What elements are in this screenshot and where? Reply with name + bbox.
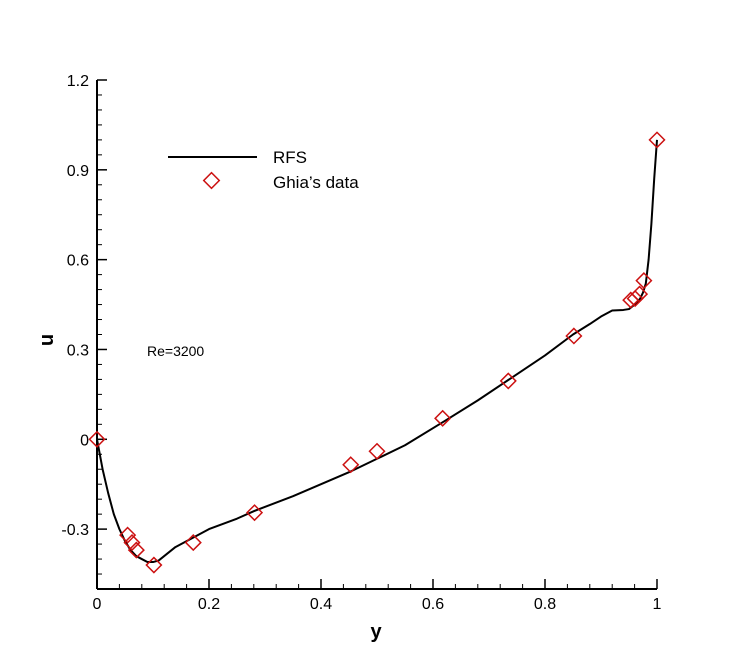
ghia-data-point — [565, 327, 583, 345]
ticks — [96, 79, 658, 590]
y-tick-label: 0.6 — [67, 253, 89, 270]
x-axis-title: y — [370, 621, 382, 643]
re-annotation: Re=3200 — [147, 343, 204, 359]
y-tick-label: 0.3 — [67, 342, 89, 359]
ghia-data-point — [88, 430, 106, 448]
y-axis-title: u — [36, 334, 58, 346]
x-tick-label: 1 — [653, 596, 662, 613]
ghia-data-point — [245, 504, 264, 522]
ghia-data-point — [342, 456, 360, 474]
x-tick-label: 0.4 — [310, 596, 332, 613]
ghia-data-point — [145, 556, 163, 574]
x-tick-label: 0.2 — [198, 596, 220, 613]
x-tick-label: 0 — [93, 596, 102, 613]
y-tick-label: 0.9 — [67, 163, 89, 180]
legend-rfs-label: RFS — [273, 148, 307, 167]
tick-labels: 0 0.2 0.4 0.6 0.8 1 -0.3 0 0.3 0.6 0.9 1.2 — [61, 73, 661, 613]
ghia-data-point — [127, 541, 145, 559]
ghia-data-point — [635, 272, 653, 290]
ghia-data-point — [434, 409, 452, 427]
legend: RFS Ghia’s data — [168, 148, 359, 192]
ghia-data-point — [630, 285, 649, 303]
ghia-data-point — [368, 442, 386, 460]
y-tick-label: 0 — [80, 432, 89, 449]
ghia-data-point — [119, 526, 137, 544]
x-tick-label: 0.6 — [422, 596, 444, 613]
series-layer — [88, 131, 666, 574]
legend-ghia-label: Ghia’s data — [273, 173, 359, 192]
ghia-data-point — [648, 131, 666, 149]
ghia-data-point — [499, 372, 517, 390]
ghia-data-point — [123, 534, 141, 552]
x-tick-label: 0.8 — [534, 596, 556, 613]
legend-ghia-marker-swatch — [202, 171, 221, 190]
ghia-data-point — [184, 534, 202, 552]
y-tick-label: -0.3 — [61, 522, 89, 539]
y-tick-label: 1.2 — [67, 73, 89, 90]
ghia-data-point — [626, 290, 644, 308]
